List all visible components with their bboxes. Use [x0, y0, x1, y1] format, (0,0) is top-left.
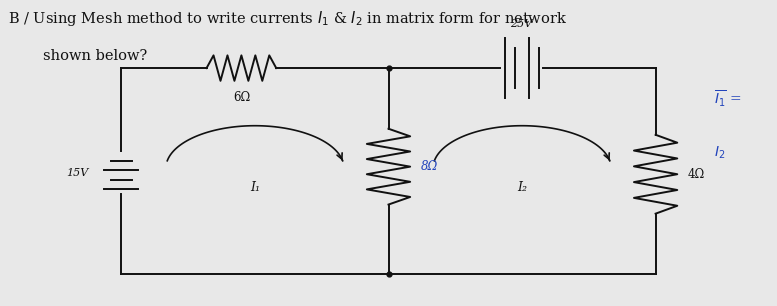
- Text: 25V: 25V: [510, 19, 533, 29]
- Text: I₁: I₁: [250, 181, 260, 194]
- Text: 15V: 15V: [67, 168, 89, 178]
- Text: $\overline{I_1}$ =: $\overline{I_1}$ =: [713, 88, 741, 109]
- Text: I₂: I₂: [517, 181, 527, 194]
- Text: 4Ω: 4Ω: [688, 168, 706, 181]
- Text: B / Using Mesh method to write currents $\mathit{I_1}$ & $\mathit{I_2}$ in matri: B / Using Mesh method to write currents …: [8, 9, 567, 28]
- Text: shown below?: shown below?: [43, 49, 147, 63]
- Text: 6Ω: 6Ω: [233, 91, 250, 104]
- Text: $I_2$: $I_2$: [713, 145, 725, 161]
- Text: 8Ω: 8Ω: [421, 160, 438, 173]
